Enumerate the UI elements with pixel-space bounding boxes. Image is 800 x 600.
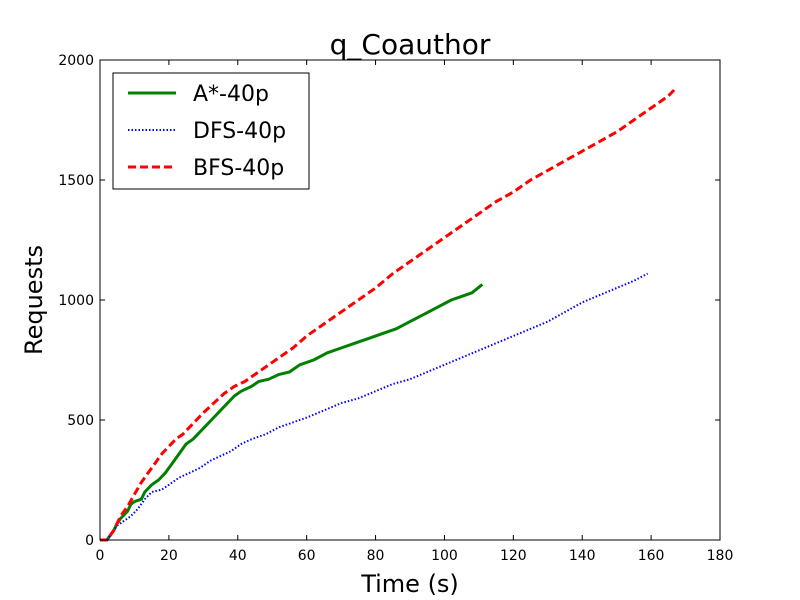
x-tick-label: 40	[229, 548, 247, 564]
legend-label-1: DFS-40p	[193, 119, 286, 144]
x-axis-title: Time (s)	[360, 570, 459, 598]
x-tick-label: 20	[160, 548, 178, 564]
y-axis-title: Requests	[20, 245, 48, 355]
series-line-2	[100, 87, 677, 542]
y-tick-label: 0	[85, 533, 94, 549]
x-tick-label: 120	[500, 548, 527, 564]
series-line-1	[100, 272, 649, 541]
y-tick-label: 1000	[58, 293, 94, 309]
x-tick-label: 180	[707, 548, 734, 564]
chart-title: q_Coauthor	[330, 28, 491, 61]
series-line-0	[100, 283, 484, 542]
legend-label-2: BFS-40p	[193, 156, 284, 181]
x-tick-label: 160	[638, 548, 665, 564]
legend-label-0: A*-40p	[193, 82, 269, 107]
x-tick-label: 100	[431, 548, 458, 564]
axis-ticks: 0 20 40 60 80 100 120 140 160 180 0 500 1000 1500 2000	[58, 53, 733, 564]
x-tick-label: 60	[298, 548, 316, 564]
y-tick-label: 2000	[58, 53, 94, 69]
y-tick-label: 500	[67, 413, 94, 429]
x-tick-label: 0	[96, 548, 105, 564]
x-tick-label: 140	[569, 548, 596, 564]
legend: A*-40p DFS-40p BFS-40p	[112, 72, 310, 190]
y-tick-label: 1500	[58, 173, 94, 189]
plot-area	[100, 87, 677, 542]
x-tick-label: 80	[367, 548, 385, 564]
